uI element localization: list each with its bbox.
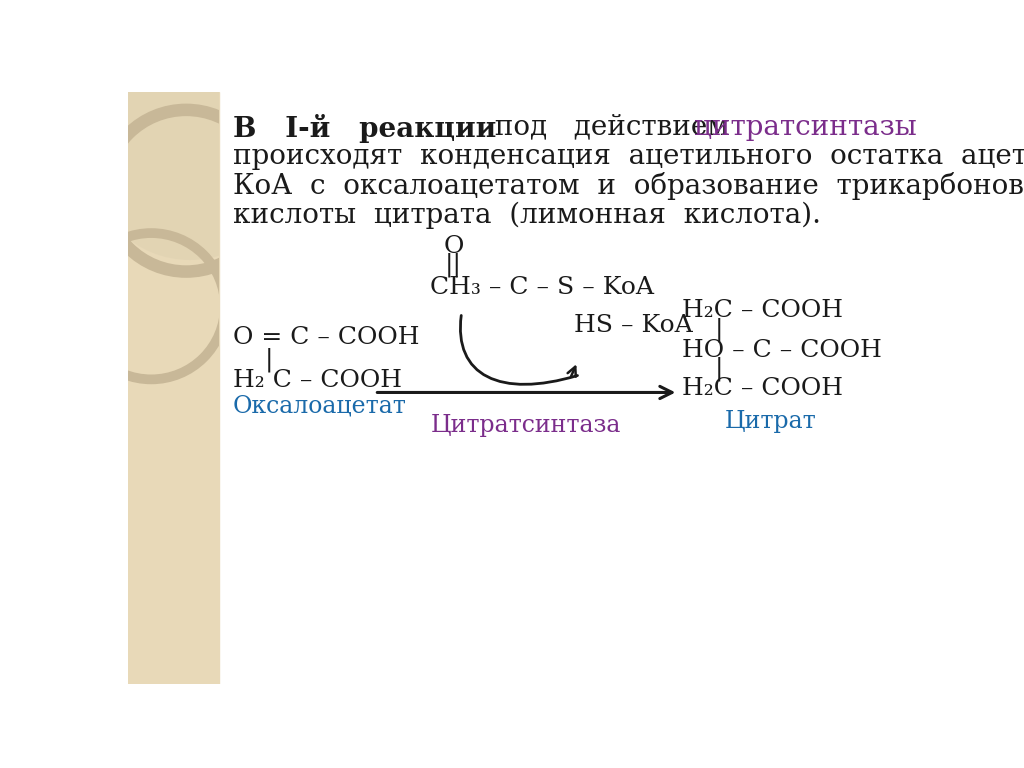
Text: КоА  с  оксалоацетатом  и  образование  трикарбоновой: КоА с оксалоацетатом и образование трика… <box>232 172 1024 200</box>
Text: Цитратсинтаза: Цитратсинтаза <box>431 414 622 437</box>
Text: CH₃ – C – S – KoA: CH₃ – C – S – KoA <box>430 276 654 299</box>
Text: под   действием: под действием <box>477 114 756 141</box>
Text: H₂C – COOH: H₂C – COOH <box>682 299 843 322</box>
Text: HO – C – COOH: HO – C – COOH <box>682 339 882 362</box>
Bar <box>128 92 219 684</box>
Text: H₂C – COOH: H₂C – COOH <box>682 377 843 400</box>
Text: ||: || <box>445 253 462 277</box>
Text: происходят  конденсация  ацетильного  остатка  ацетил-: происходят конденсация ацетильного остат… <box>232 143 1024 170</box>
Text: |: | <box>715 318 723 343</box>
Text: цитратсинтазы: цитратсинтазы <box>693 114 916 141</box>
Text: O: O <box>443 236 464 259</box>
Text: |: | <box>265 347 273 372</box>
Circle shape <box>89 60 291 260</box>
Text: HS – KoA: HS – KoA <box>573 314 692 337</box>
Text: H₂ C – COOH: H₂ C – COOH <box>232 369 401 392</box>
Text: Оксалоацетат: Оксалоацетат <box>232 395 407 418</box>
Text: В   І-й   реакции: В І-й реакции <box>232 114 496 143</box>
Text: O = C – COOH: O = C – COOH <box>232 326 419 349</box>
Text: кислоты  цитрата  (лимонная  кислота).: кислоты цитрата (лимонная кислота). <box>232 201 820 229</box>
Text: |: | <box>715 356 723 381</box>
Text: Цитрат: Цитрат <box>725 410 816 433</box>
